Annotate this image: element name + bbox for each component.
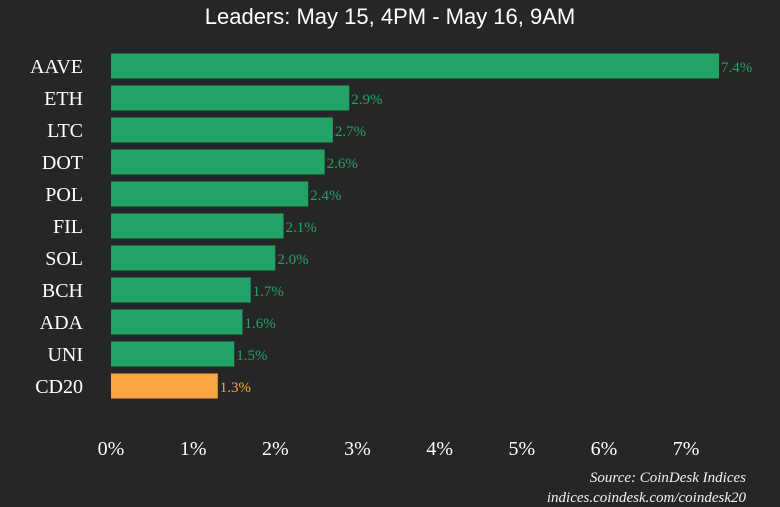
category-label-cd20: CD20 [35,376,83,398]
value-label-bch: 1.7% [253,284,284,300]
x-tick-label: 4% [426,438,453,460]
source-note: Source: CoinDesk Indices [589,470,746,486]
bar-bch [111,277,251,303]
value-label-cd20: 1.3% [220,380,251,396]
category-label-sol: SOL [45,248,83,270]
x-tick-label: 5% [508,438,535,460]
category-label-fil: FIL [53,216,83,238]
value-label-fil: 2.1% [286,220,317,236]
category-label-ltc: LTC [47,120,83,142]
value-label-aave: 7.4% [721,60,752,76]
bar-ada [111,309,243,335]
x-tick-label: 0% [98,438,125,460]
x-tick-label: 7% [673,438,700,460]
bar-uni [111,341,235,367]
value-label-sol: 2.0% [277,252,308,268]
bar-chart: AAVE 7.4% ETH 2.9% LTC 2.7% DOT 2.6% POL 2.4% FIL 2… [30,53,752,460]
bar-dot [111,149,325,175]
x-tick-label: 6% [591,438,618,460]
category-label-pol: POL [45,184,83,206]
value-label-ada: 1.6% [244,316,275,332]
value-label-ltc: 2.7% [335,124,366,140]
x-tick-label: 3% [344,438,371,460]
bar-aave [111,53,719,79]
bar-sol [111,245,276,271]
value-label-dot: 2.6% [327,156,358,172]
category-label-eth: ETH [44,88,83,110]
value-label-eth: 2.9% [351,92,382,108]
bar-eth [111,85,350,111]
category-label-dot: DOT [42,152,83,174]
x-tick-label: 1% [180,438,207,460]
bar-cd20 [111,373,218,399]
category-label-uni: UNI [47,344,83,366]
value-label-uni: 1.5% [236,348,267,364]
chart-title: Leaders: May 15, 4PM - May 16, 9AM [204,4,576,29]
category-label-aave: AAVE [30,56,83,78]
x-tick-label: 2% [262,438,289,460]
bar-fil [111,213,284,239]
category-label-bch: BCH [42,280,83,302]
bar-pol [111,181,309,207]
source-url: indices.coindesk.com/coindesk20 [546,490,746,506]
bar-ltc [111,117,333,143]
value-label-pol: 2.4% [310,188,341,204]
category-label-ada: ADA [40,312,84,334]
